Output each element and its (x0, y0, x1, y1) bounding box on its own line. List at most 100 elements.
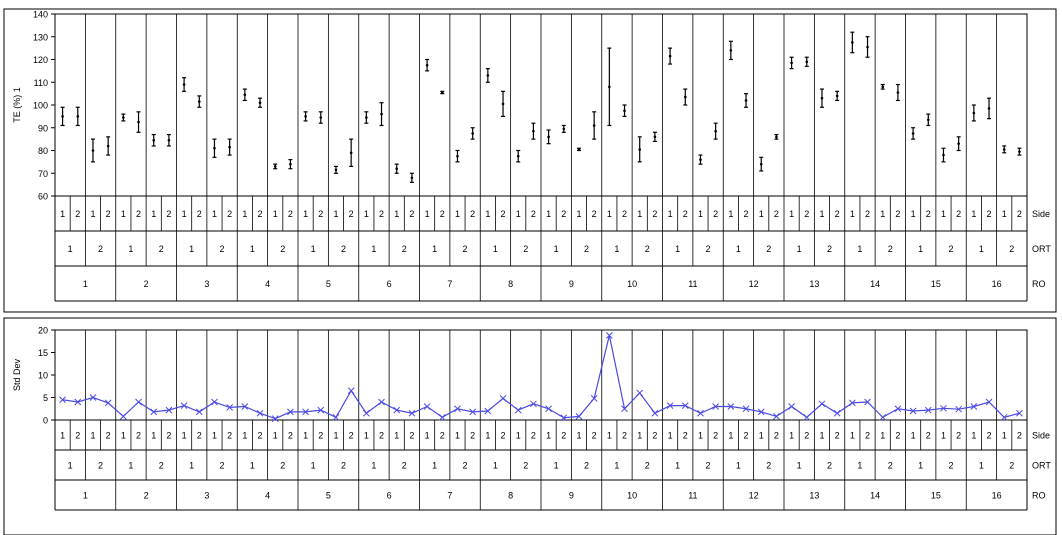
range-bar (379, 102, 384, 127)
range-mean-point (122, 116, 125, 119)
side-label: 2 (652, 431, 657, 441)
point-marker (833, 409, 841, 417)
std-dev-point (712, 403, 720, 410)
range-mean-point (729, 49, 733, 52)
side-label: 2 (835, 209, 840, 219)
std-dev-point (575, 413, 583, 420)
ro-label: 2 (144, 279, 149, 289)
std-dev-point (514, 406, 522, 414)
std-dev-point (408, 409, 416, 417)
side-label: 2 (987, 431, 992, 441)
side-label: 1 (516, 431, 521, 441)
side-label: 2 (318, 209, 323, 219)
side-label: 1 (212, 431, 217, 441)
side-label: 2 (501, 209, 506, 219)
ort-label: 1 (857, 461, 862, 471)
side-label: 1 (303, 209, 308, 219)
side-label: 1 (880, 431, 885, 441)
range-mean-point (638, 148, 642, 151)
std-dev-point (59, 396, 66, 404)
point-marker (864, 398, 871, 406)
side-label: 1 (668, 431, 673, 441)
ro-label: 3 (204, 279, 209, 289)
point-marker (165, 406, 173, 414)
std-dev-point (545, 405, 552, 413)
range-mean-point (592, 124, 596, 127)
y-tick-label: 10 (38, 371, 48, 381)
side-label: 1 (850, 209, 855, 219)
side-label: 2 (258, 431, 263, 441)
ort-label: 1 (614, 461, 619, 471)
ort-label: 1 (432, 461, 437, 471)
side-label: 2 (349, 209, 354, 219)
ort-label: 1 (736, 461, 741, 471)
range-mean-point (349, 151, 353, 155)
panel-frame (3, 317, 1057, 535)
range-bar (728, 40, 733, 61)
side-label: 1 (607, 431, 612, 441)
point-marker (211, 398, 218, 406)
std-dev-point (104, 399, 112, 407)
ort-label: 2 (341, 461, 346, 471)
side-label: 1 (728, 431, 733, 441)
range-bar (713, 122, 718, 140)
std-dev-point (74, 398, 82, 406)
range-mean-point (714, 129, 717, 133)
side-label: 2 (956, 431, 961, 441)
point-marker (560, 414, 568, 422)
ort-label: 2 (523, 244, 528, 254)
side-label: 1 (759, 209, 764, 219)
side-label: 2 (956, 209, 961, 219)
side-label: 2 (804, 431, 809, 441)
side-label: 1 (90, 431, 95, 441)
ort-label: 2 (220, 244, 225, 254)
side-label: 2 (136, 209, 141, 219)
side-label: 2 (895, 431, 900, 441)
range-bar (409, 172, 414, 183)
std-dev-point (393, 406, 401, 414)
range-bar (333, 165, 338, 174)
point-marker (712, 403, 720, 410)
ort-label: 2 (645, 244, 650, 254)
range-mean-point (501, 102, 505, 106)
range-bar (455, 149, 460, 163)
range-mean-point (425, 63, 429, 67)
point-marker (317, 406, 325, 414)
side-label: 2 (318, 431, 323, 441)
side-label: 2 (561, 209, 566, 219)
point-marker (469, 408, 477, 416)
side-label: 2 (75, 209, 80, 219)
range-bar (759, 156, 764, 172)
point-marker (757, 408, 765, 416)
std-dev-point (469, 408, 477, 416)
range-mean-point (653, 135, 657, 139)
side-label: 2 (409, 431, 414, 441)
side-label: 2 (561, 431, 566, 441)
point-marker (788, 403, 795, 410)
side-label: 2 (166, 431, 171, 441)
side-label: 1 (242, 209, 247, 219)
range-mean-point (926, 118, 930, 122)
range-mean-point (790, 61, 793, 65)
side-label: 2 (197, 209, 202, 219)
std-dev-point (803, 413, 811, 421)
ort-label: 2 (280, 244, 285, 254)
std-dev-point (909, 407, 917, 415)
range-bar (440, 90, 445, 95)
side-label: 1 (242, 431, 247, 441)
range-mean-point (61, 115, 64, 118)
point-marker (484, 407, 492, 415)
ort-label: 2 (98, 244, 103, 254)
ro-label: 13 (809, 491, 819, 501)
side-label: 1 (121, 209, 126, 219)
ort-label: 2 (949, 244, 954, 254)
side-label: 1 (425, 431, 430, 441)
ort-label: 1 (979, 461, 984, 471)
side-label: 1 (607, 209, 612, 219)
range-bar (90, 138, 95, 163)
std-dev-point (499, 395, 507, 402)
std-dev-point (757, 408, 765, 416)
side-label: 1 (182, 431, 187, 441)
range-bar (182, 77, 187, 92)
range-mean-point (137, 120, 140, 124)
